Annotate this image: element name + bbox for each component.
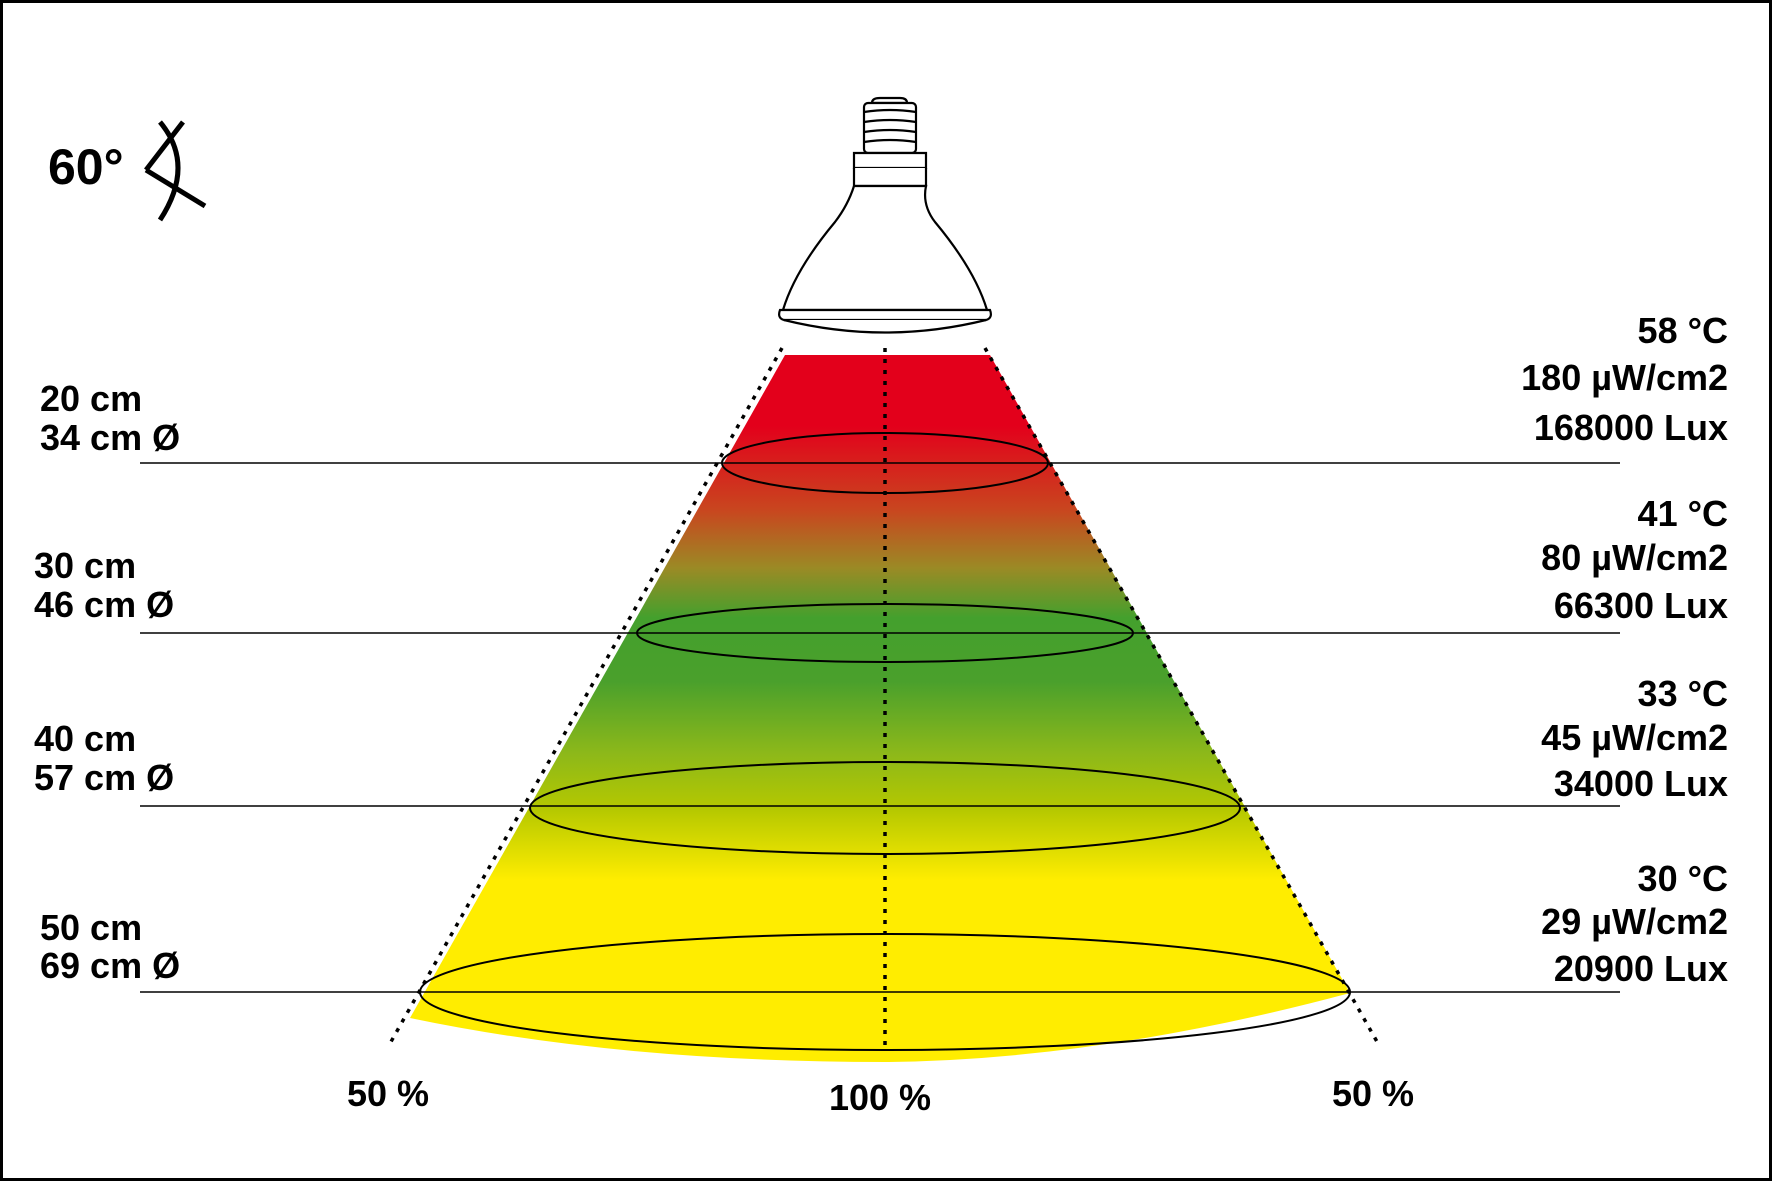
uv-30: 80 µW/cm2	[1541, 537, 1728, 578]
diameter-30: 46 cm Ø	[34, 584, 174, 625]
light-cone	[410, 355, 1350, 1062]
diameter-50: 69 cm Ø	[40, 945, 180, 986]
distance-50: 50 cm	[40, 907, 142, 948]
beam-edge-right	[983, 347, 1382, 1048]
reference-lines	[140, 462, 1620, 993]
distance-40: 40 cm	[34, 718, 136, 759]
temperature-30: 41 °C	[1638, 493, 1728, 534]
beam-angle-icon	[144, 120, 207, 222]
intensity-right: 50 %	[1332, 1073, 1414, 1114]
beam-edges	[386, 347, 1382, 1048]
intensity-left: 50 %	[347, 1073, 429, 1114]
lux-50: 20900 Lux	[1554, 948, 1728, 989]
lamp-bulb-icon	[778, 96, 992, 334]
uv-40: 45 µW/cm2	[1541, 717, 1728, 758]
diameter-20: 34 cm Ø	[40, 417, 180, 458]
distance-labels: 20 cm 34 cm Ø 30 cm 46 cm Ø 40 cm 57 cm …	[34, 378, 180, 986]
diameter-40: 57 cm Ø	[34, 757, 174, 798]
beam-angle-value: 60°	[48, 139, 124, 195]
lux-20: 168000 Lux	[1534, 407, 1728, 448]
temperature-50: 30 °C	[1638, 858, 1728, 899]
lux-40: 34000 Lux	[1554, 763, 1728, 804]
beam-edge-left	[386, 347, 784, 1048]
lux-30: 66300 Lux	[1554, 585, 1728, 626]
intensity-center: 100 %	[829, 1077, 931, 1118]
distance-30: 30 cm	[34, 545, 136, 586]
measurement-labels: 58 °C 180 µW/cm2 168000 Lux 41 °C 80 µW/…	[1521, 310, 1728, 989]
distance-20: 20 cm	[40, 378, 142, 419]
temperature-40: 33 °C	[1638, 673, 1728, 714]
uv-50: 29 µW/cm2	[1541, 901, 1728, 942]
uv-20: 180 µW/cm2	[1521, 357, 1728, 398]
temperature-20: 58 °C	[1638, 310, 1728, 351]
intensity-labels: 50 % 100 % 50 %	[347, 1073, 1414, 1118]
